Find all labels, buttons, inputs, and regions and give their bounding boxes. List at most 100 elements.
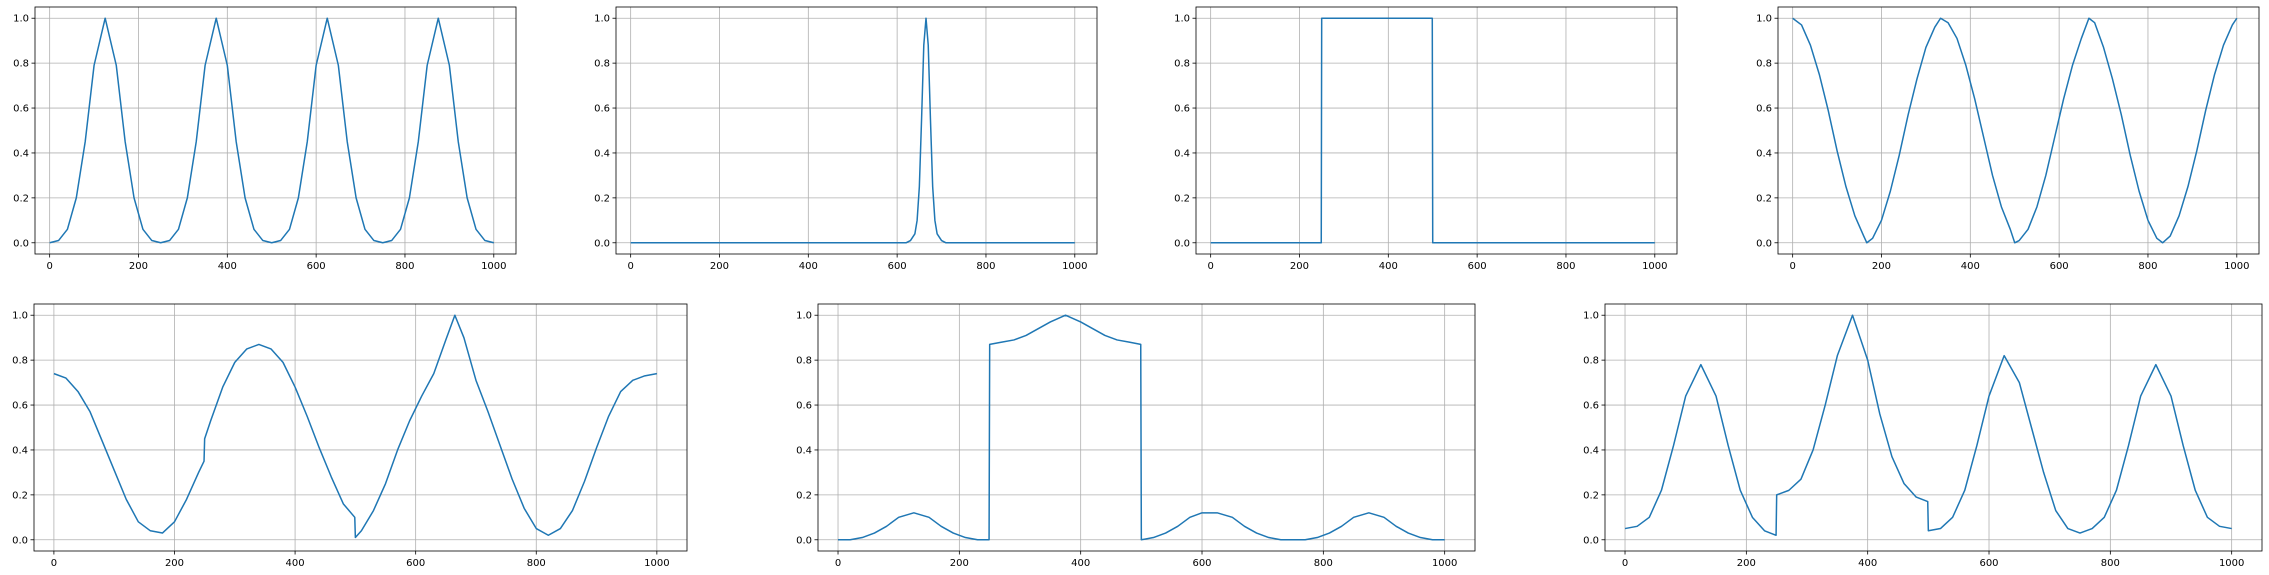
- y-tick-label: 0.4: [12, 445, 28, 456]
- chart-5: 0 200 400 600 800 1000 0.0 0.2 0.4 0.6 0.8 1.0: [12, 303, 688, 569]
- x-tick-label: 1000: [1642, 261, 1667, 272]
- y-tick-label: 1.0: [1174, 14, 1190, 25]
- x-tick-label: 200: [129, 261, 148, 272]
- y-tick-label: 0.8: [1174, 59, 1190, 70]
- series-line: [1624, 314, 2232, 537]
- x-tick-label: 600: [1979, 558, 1998, 569]
- x-tick-label: 400: [799, 261, 818, 272]
- x-tick-label: 0: [51, 558, 57, 569]
- x-tick-label: 600: [1468, 261, 1487, 272]
- x-tick-label: 200: [950, 558, 969, 569]
- x-tick-label: 1000: [2219, 558, 2244, 569]
- series-line: [1210, 17, 1655, 244]
- x-tick-label: 600: [1192, 558, 1211, 569]
- x-tick-label: 200: [710, 261, 729, 272]
- series-line: [53, 314, 657, 539]
- chart-4: 0 200 400 600 800 1000 0.0 0.2 0.4 0.6 0.8 1.0: [1756, 6, 2260, 272]
- x-tick-label: 800: [2101, 558, 2120, 569]
- axes-frame: [1604, 303, 2263, 552]
- x-tick-label: 400: [1379, 261, 1398, 272]
- x-tick-label: 800: [395, 261, 414, 272]
- series-line: [630, 17, 1075, 244]
- series-line: [838, 314, 1445, 541]
- y-tick-label: 0.6: [1756, 104, 1772, 115]
- y-tick-label: 1.0: [12, 311, 28, 322]
- chart-1: 0 200 400 600 800 1000 0.0 0.2 0.4 0.6 0.8 1.0: [13, 6, 517, 272]
- y-tick-label: 0.0: [12, 535, 28, 546]
- y-tick-label: 0.8: [1756, 59, 1772, 70]
- y-tick-label: 0.4: [594, 148, 610, 159]
- y-tick-label: 1.0: [13, 14, 29, 25]
- axes-frame: [615, 6, 1098, 255]
- axes-frame: [1195, 6, 1678, 255]
- x-tick-label: 800: [976, 261, 995, 272]
- x-tick-label: 0: [1789, 261, 1795, 272]
- x-tick-label: 400: [1858, 558, 1877, 569]
- y-tick-label: 0.2: [13, 193, 29, 204]
- y-tick-label: 0.4: [796, 445, 812, 456]
- y-tick-label: 0.4: [1583, 445, 1599, 456]
- y-tick-label: 0.6: [13, 104, 29, 115]
- chart-2: 0 200 400 600 800 1000 0.0 0.2 0.4 0.6 0.8 1.0: [594, 6, 1098, 272]
- x-tick-label: 400: [286, 558, 305, 569]
- x-tick-label: 1000: [644, 558, 669, 569]
- y-tick-label: 0.0: [1174, 238, 1190, 249]
- x-tick-label: 0: [1207, 261, 1213, 272]
- y-tick-label: 0.2: [796, 490, 812, 501]
- y-tick-label: 0.8: [1583, 356, 1599, 367]
- x-tick-label: 800: [527, 558, 546, 569]
- y-tick-label: 0.0: [13, 238, 29, 249]
- x-tick-label: 600: [2050, 261, 2069, 272]
- y-tick-label: 0.4: [13, 148, 29, 159]
- chart-6: 0 200 400 600 800 1000 0.0 0.2 0.4 0.6 0.8 1.0: [796, 303, 1476, 569]
- y-tick-label: 1.0: [1756, 14, 1772, 25]
- x-tick-label: 800: [2138, 261, 2157, 272]
- series-line: [1792, 17, 2238, 244]
- x-tick-label: 1000: [481, 261, 506, 272]
- y-tick-label: 0.2: [1756, 193, 1772, 204]
- chart-7: 0 200 400 600 800 1000 0.0 0.2 0.4 0.6 0.8 1.0: [1583, 303, 2263, 569]
- y-tick-label: 0.2: [594, 193, 610, 204]
- y-tick-label: 0.8: [13, 59, 29, 70]
- y-tick-label: 0.6: [1583, 401, 1599, 412]
- y-tick-label: 0.6: [594, 104, 610, 115]
- y-tick-label: 0.2: [12, 490, 28, 501]
- y-tick-label: 1.0: [594, 14, 610, 25]
- y-tick-label: 0.0: [1756, 238, 1772, 249]
- y-tick-label: 0.4: [1174, 148, 1190, 159]
- x-tick-label: 200: [1872, 261, 1891, 272]
- series-line: [49, 17, 494, 244]
- x-tick-label: 400: [218, 261, 237, 272]
- y-tick-label: 0.2: [1583, 490, 1599, 501]
- x-tick-label: 0: [46, 261, 52, 272]
- x-tick-label: 0: [627, 261, 633, 272]
- axes-frame: [34, 6, 517, 255]
- x-tick-label: 600: [888, 261, 907, 272]
- chart-3: 0 200 400 600 800 1000 0.0 0.2 0.4 0.6 0.8 1.0: [1174, 6, 1678, 272]
- y-tick-label: 0.0: [594, 238, 610, 249]
- x-tick-label: 800: [1556, 261, 1575, 272]
- x-tick-label: 1000: [1432, 558, 1457, 569]
- x-tick-label: 0: [1622, 558, 1628, 569]
- y-tick-label: 0.2: [1174, 193, 1190, 204]
- x-tick-label: 1000: [1062, 261, 1087, 272]
- x-tick-label: 1000: [2224, 261, 2249, 272]
- y-tick-label: 0.8: [12, 356, 28, 367]
- x-tick-label: 600: [406, 558, 425, 569]
- y-tick-label: 0.0: [1583, 535, 1599, 546]
- x-tick-label: 200: [1290, 261, 1309, 272]
- y-tick-label: 1.0: [796, 311, 812, 322]
- y-tick-label: 1.0: [1583, 311, 1599, 322]
- y-tick-label: 0.6: [1174, 104, 1190, 115]
- x-tick-label: 800: [1314, 558, 1333, 569]
- y-tick-label: 0.6: [796, 401, 812, 412]
- x-tick-label: 200: [1737, 558, 1756, 569]
- axes-frame: [33, 303, 688, 552]
- x-tick-label: 400: [1071, 558, 1090, 569]
- axes-frame: [1777, 6, 2260, 255]
- x-tick-label: 600: [307, 261, 326, 272]
- axes-frame: [817, 303, 1476, 552]
- x-tick-label: 0: [835, 558, 841, 569]
- x-tick-label: 400: [1961, 261, 1980, 272]
